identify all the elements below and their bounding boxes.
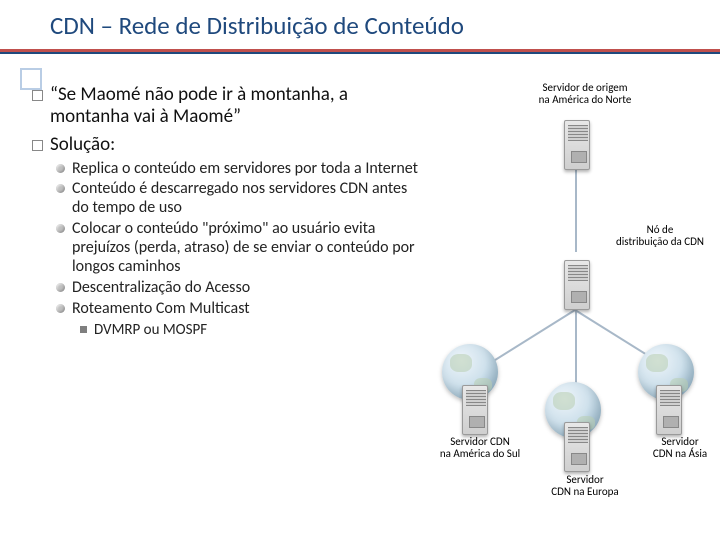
bullet-solution-label: Solução: bbox=[50, 133, 115, 156]
corner-decoration bbox=[20, 68, 42, 90]
sub-bullet-preload: Conteúdo é descarregado nos servidores C… bbox=[72, 180, 422, 218]
label-dist_node: Nó dedistribuição da CDN bbox=[600, 224, 720, 248]
slide-title: CDN – Rede de Distribuição de Conteúdo bbox=[50, 10, 690, 41]
asia-server bbox=[652, 377, 686, 435]
eu-server bbox=[560, 414, 594, 472]
label-eu: ServidorCDN na Europa bbox=[525, 474, 645, 498]
sa-server bbox=[458, 377, 492, 435]
connection-line bbox=[576, 310, 578, 390]
text-content: “Se Maomé não pode ir à montanha, a mont… bbox=[30, 84, 430, 514]
label-sa: Servidor CDNna América do Sul bbox=[420, 436, 540, 460]
label-asia: ServidorCDN na Ásia bbox=[620, 436, 720, 460]
sub-bullet-multicast: Roteamento Com Multicast DVMRP ou MOSPF bbox=[72, 300, 422, 339]
label-origin: Servidor de origemna América do Norte bbox=[525, 82, 645, 106]
sub-bullet-proximity: Colocar o conteúdo "próximo" ao usuário … bbox=[72, 220, 422, 277]
dist-server bbox=[560, 252, 594, 310]
cdn-diagram: Servidor de origemna América do NorteNó … bbox=[430, 84, 710, 514]
sub-bullet-replica: Replica o conteúdo em servidores por tod… bbox=[72, 160, 422, 179]
subsub-bullet-protocols: DVMRP ou MOSPF bbox=[94, 321, 422, 339]
bullet-solution: Solução: Replica o conteúdo em servidore… bbox=[50, 134, 422, 339]
origin-server bbox=[560, 112, 594, 170]
bullet-quote: “Se Maomé não pode ir à montanha, a mont… bbox=[50, 84, 422, 128]
sub-bullet-decentral: Descentralização do Acesso bbox=[72, 279, 422, 298]
sub-bullet-multicast-label: Roteamento Com Multicast bbox=[72, 299, 250, 318]
connection-line bbox=[576, 170, 578, 252]
